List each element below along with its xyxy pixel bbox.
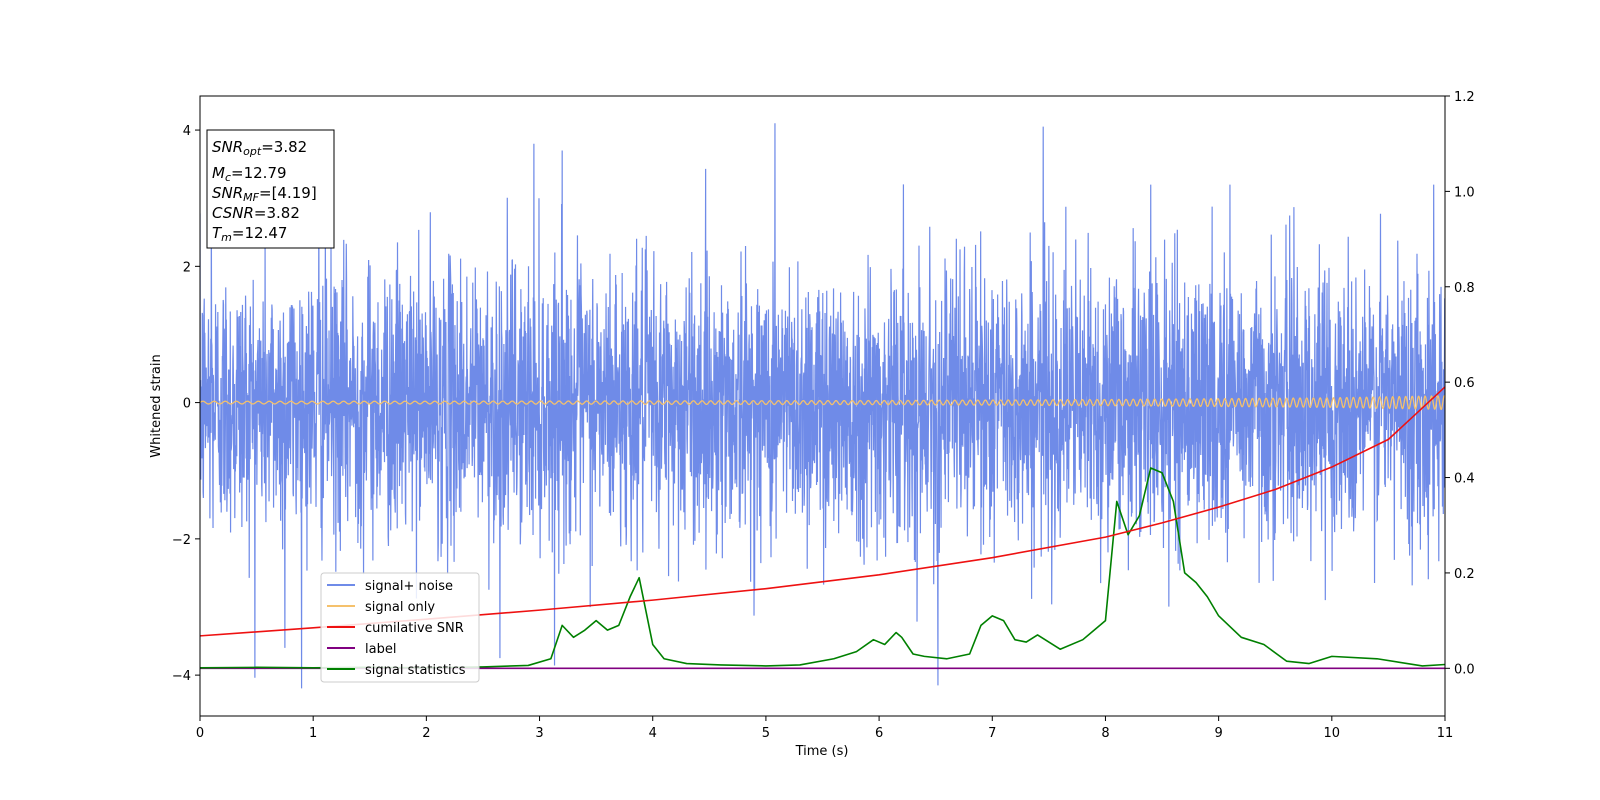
series-signal-noise [200,123,1445,689]
x-tick-label: 6 [875,726,883,741]
x-tick-label: 9 [1214,726,1222,741]
x-tick-label: 1 [309,726,317,741]
y-tick-label: −2 [172,533,191,548]
series-signal-statistics [200,467,1445,669]
legend-label: cumilative SNR [365,621,464,636]
annotation-frame [206,129,335,249]
x-tick-label: 7 [988,726,996,741]
x-tick-label: 8 [1101,726,1109,741]
annotation-line: Mc=12.79 [212,164,287,184]
legend-frame [320,572,480,683]
y2-tick-label: 0.4 [1454,472,1475,487]
y-tick-label: −4 [172,669,191,684]
y-axis-right: 0.0 0.2 0.4 0.6 0.8 1.0 1.2 [1445,90,1475,677]
annotation-line: SNRMF=[4.19] [212,184,317,204]
y-axis-left: −4 −2 0 2 4 [172,124,200,684]
x-tick-label: 2 [422,726,430,741]
x-tick-label: 4 [649,726,657,741]
y-tick-label: 4 [183,124,191,139]
y2-tick-label: 0.6 [1454,376,1475,391]
y2-tick-label: 0.0 [1454,662,1475,677]
x-axis-title: Time (s) [795,744,849,759]
y2-tick-label: 0.8 [1454,281,1475,296]
series-signal-only [200,395,1445,410]
x-axis: 0 1 2 3 4 5 6 7 8 9 10 11 [196,716,1453,741]
x-tick-label: 11 [1437,726,1454,741]
legend-label: signal statistics [365,663,466,678]
legend-label: signal only [365,600,435,615]
y-axis-title: Whitened strain [149,354,164,457]
legend: signal+ noise signal only cumilative SNR la… [320,572,480,683]
legend-label: label [365,642,396,657]
x-tick-label: 5 [762,726,770,741]
x-tick-label: 0 [196,726,204,741]
x-tick-label: 3 [535,726,543,741]
plot-frame [199,95,1446,717]
y2-tick-label: 1.0 [1454,185,1475,200]
y2-tick-label: 0.2 [1454,567,1475,582]
annotation-line: CSNR=3.82 [212,204,300,222]
annotation-line: SNRopt=3.82 [212,138,307,158]
y-tick-label: 0 [183,397,191,412]
y-tick-label: 2 [183,260,191,275]
annotation-box: SNRopt=3.82 Mc=12.79SNRMF=[4.19]CSNR=3.82… [206,129,335,249]
annotation-line: Tm=12.47 [212,224,287,244]
y2-tick-label: 1.2 [1454,90,1475,105]
legend-label: signal+ noise [365,579,453,594]
x-tick-label: 10 [1324,726,1341,741]
